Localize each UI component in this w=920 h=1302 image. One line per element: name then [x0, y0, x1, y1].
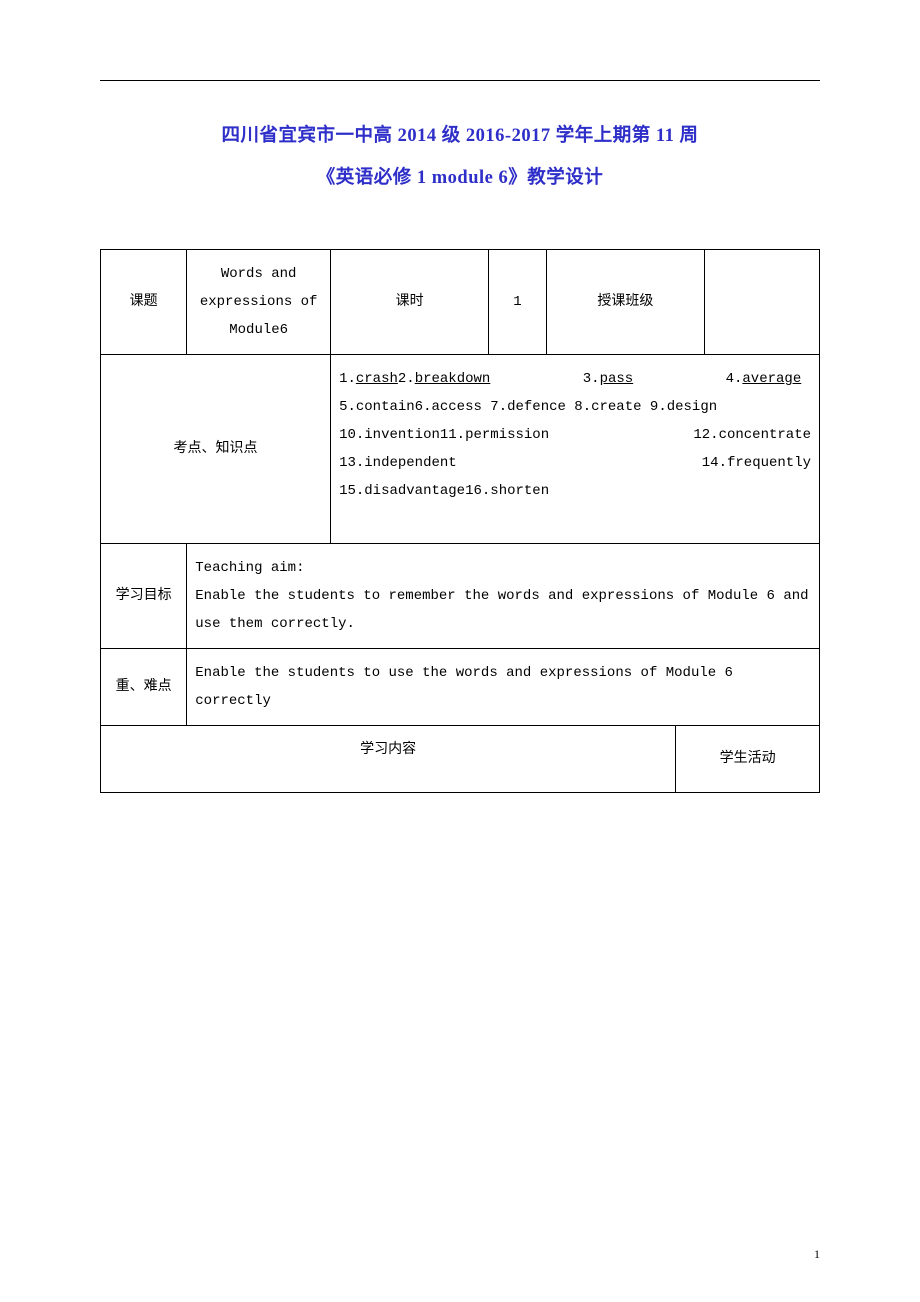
document-page: 四川省宜宾市一中高 2014 级 2016-2017 学年上期第 11 周 《英… — [0, 0, 920, 1302]
goal-line3: use them correctly. — [195, 610, 811, 638]
table-row-header: 课题 Words and expressions of Module6 课时 1… — [101, 250, 820, 355]
label-topic: 课题 — [101, 250, 187, 355]
kp-w3: pass — [600, 371, 634, 387]
label-learning-content: 学习内容 — [101, 726, 676, 793]
kp-line3a: 10.invention11.permission — [339, 427, 549, 443]
kp-line3: 10.invention11.permission 12.concentrate — [339, 421, 811, 449]
kp-w3-pre: 3. — [583, 371, 600, 387]
title-line-1: 四川省宜宾市一中高 2014 级 2016-2017 学年上期第 11 周 — [100, 121, 820, 147]
label-difficulty: 重、难点 — [101, 649, 187, 726]
kp-line4: 13.independent 14.frequently — [339, 449, 811, 477]
topic-line1: Words and — [221, 266, 297, 282]
top-horizontal-rule — [100, 80, 820, 81]
kp-line4b: 14.frequently — [702, 449, 811, 477]
value-class — [704, 250, 819, 355]
label-learning-goal: 学习目标 — [101, 544, 187, 649]
goal-line1: Teaching aim: — [195, 554, 811, 582]
label-period: 课时 — [331, 250, 489, 355]
kp-line5: 15.disadvantage16.shorten — [339, 477, 811, 505]
kp-line3b: 12.concentrate — [693, 421, 811, 449]
kp-w1-pre: 1. — [339, 371, 356, 387]
label-student-activity: 学生活动 — [676, 726, 820, 793]
kp-w1: crash — [356, 371, 398, 387]
value-period: 1 — [489, 250, 547, 355]
title-line-2: 《英语必修 1 module 6》教学设计 — [100, 163, 820, 189]
goal-line2: Enable the students to remember the word… — [195, 582, 811, 610]
value-topic: Words and expressions of Module6 — [187, 250, 331, 355]
kp-line2: 5.contain6.access 7.defence 8.create 9.d… — [339, 393, 811, 421]
table-row-content-header: 学习内容 学生活动 — [101, 726, 820, 793]
table-row-goal: 学习目标 Teaching aim: Enable the students t… — [101, 544, 820, 649]
label-knowledge-points: 考点、知识点 — [101, 355, 331, 544]
page-number: 1 — [814, 1247, 820, 1262]
value-learning-goal: Teaching aim: Enable the students to rem… — [187, 544, 820, 649]
kp-w4: average — [742, 371, 801, 387]
value-difficulty: Enable the students to use the words and… — [187, 649, 820, 726]
kp-w2: breakdown — [415, 371, 491, 387]
lesson-plan-table: 课题 Words and expressions of Module6 课时 1… — [100, 249, 820, 793]
table-row-knowledge: 考点、知识点 1.crash2.breakdown 3.pass 4.avera… — [101, 355, 820, 544]
topic-line3: Module6 — [229, 322, 288, 338]
value-knowledge-points: 1.crash2.breakdown 3.pass 4.average 5.co… — [331, 355, 820, 544]
table-row-difficulty: 重、难点 Enable the students to use the word… — [101, 649, 820, 726]
topic-line2: expressions of — [200, 294, 318, 310]
kp-line1: 1.crash2.breakdown 3.pass 4.average — [339, 365, 811, 393]
kp-line4a: 13.independent — [339, 455, 457, 471]
label-class: 授课班级 — [546, 250, 704, 355]
kp-w2-pre: 2. — [398, 371, 415, 387]
kp-w4-pre: 4. — [726, 371, 743, 387]
